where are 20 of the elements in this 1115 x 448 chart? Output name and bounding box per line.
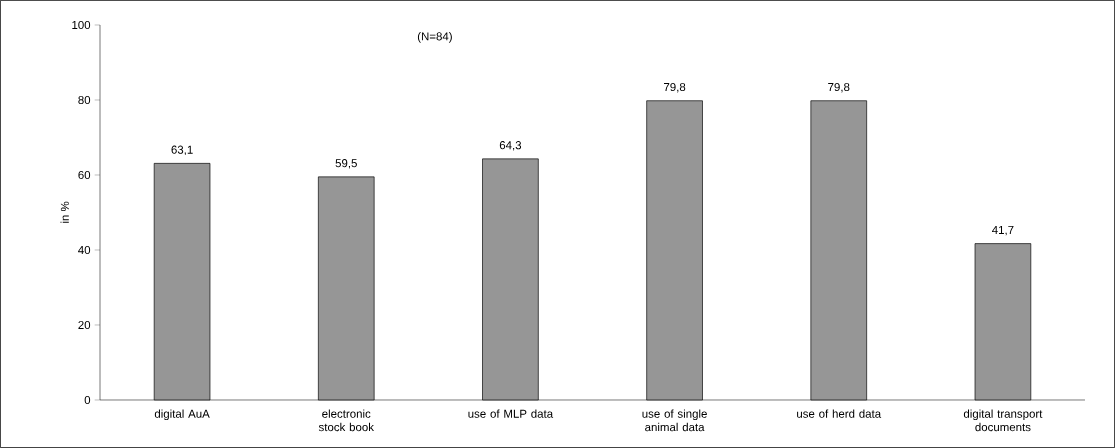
- y-tick-label: 20: [78, 320, 91, 330]
- data-label: 64,3: [499, 141, 522, 151]
- data-label: 41,7: [992, 225, 1014, 236]
- x-tick-label: use of herd data: [797, 409, 882, 418]
- data-label: 79,8: [664, 82, 686, 93]
- y-tick-label: 0: [84, 395, 91, 405]
- data-label: 59,5: [335, 159, 357, 169]
- x-tick-label: use of single animal data: [642, 409, 707, 432]
- y-tick-label: 60: [78, 170, 91, 180]
- data-label: 63,1: [171, 145, 193, 156]
- y-tick-label: 100: [72, 20, 91, 30]
- x-tick-label: digital AuA: [154, 409, 210, 421]
- annotation: (N=84): [417, 32, 452, 43]
- y-tick-label: 80: [78, 95, 91, 105]
- x-tick-label: use of MLP data: [468, 409, 554, 418]
- x-tick-label: digital transport documents: [963, 409, 1043, 432]
- x-tick-label: electronic stock book: [318, 409, 374, 432]
- y-tick-label: 40: [78, 245, 91, 255]
- data-label: 79,8: [828, 82, 850, 93]
- y-axis-title: in %: [60, 201, 69, 223]
